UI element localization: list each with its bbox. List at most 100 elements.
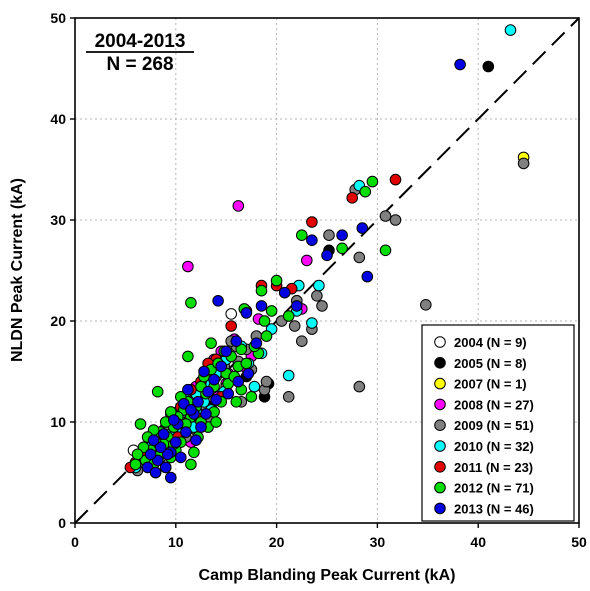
data-point xyxy=(149,466,162,479)
data-point xyxy=(202,385,214,398)
data-point xyxy=(205,337,217,350)
x-tick-label: 30 xyxy=(370,534,386,550)
data-point xyxy=(250,337,263,350)
legend: 2004 (N = 9) 2005 (N = 8) 2007 (N = 1) 2008… xyxy=(421,324,575,522)
data-point xyxy=(190,434,202,447)
data-point xyxy=(154,441,167,454)
data-point xyxy=(180,426,192,438)
legend-marker xyxy=(434,357,446,369)
data-point xyxy=(245,391,258,403)
legend-marker xyxy=(434,461,446,473)
data-point xyxy=(258,315,271,327)
data-point xyxy=(359,185,372,198)
annotation-period: 2004-2013 xyxy=(95,31,186,52)
legend-marker xyxy=(434,481,446,494)
legend-marker xyxy=(434,440,446,452)
data-point xyxy=(175,451,187,464)
y-tick-label: 30 xyxy=(50,212,66,228)
data-point xyxy=(260,375,273,388)
data-point xyxy=(321,249,333,262)
data-point xyxy=(248,380,261,393)
legend-label: 2007 (N = 1) xyxy=(454,377,527,392)
data-point xyxy=(420,299,432,311)
data-point xyxy=(306,234,318,246)
data-point xyxy=(147,434,160,447)
y-tick-label: 10 xyxy=(50,414,66,430)
legend-label: 2010 (N = 32) xyxy=(454,439,534,454)
legend-label: 2004 (N = 9) xyxy=(454,335,527,350)
data-point xyxy=(220,345,232,358)
data-point xyxy=(208,373,220,386)
data-point xyxy=(265,305,278,317)
x-axis-label: Camp Blanding Peak Current (kA) xyxy=(199,567,456,584)
data-point xyxy=(134,418,147,430)
data-point xyxy=(157,428,170,440)
data-point xyxy=(151,385,164,398)
data-point xyxy=(270,274,283,287)
data-point xyxy=(225,320,237,332)
data-point xyxy=(311,290,323,302)
legend-marker xyxy=(434,377,446,390)
plot-frame xyxy=(74,17,580,524)
data-point xyxy=(296,335,308,348)
data-point xyxy=(288,320,301,332)
y-tick-label: 40 xyxy=(50,111,66,127)
data-point xyxy=(170,436,182,449)
data-point xyxy=(185,297,197,309)
x-tick-label: 40 xyxy=(470,534,486,550)
data-point xyxy=(129,458,142,471)
annotation-count: N = 268 xyxy=(106,54,173,75)
x-tick-label: 50 xyxy=(571,534,587,550)
data-point xyxy=(260,330,273,342)
data-point xyxy=(306,317,318,329)
data-point xyxy=(210,416,222,428)
data-point xyxy=(255,300,268,312)
legend-marker xyxy=(434,502,446,515)
data-point xyxy=(240,357,253,370)
legend-label: 2013 (N = 46) xyxy=(454,501,534,516)
data-point xyxy=(454,58,466,71)
data-point xyxy=(161,448,174,461)
data-point xyxy=(225,308,237,320)
legend-label: 2009 (N = 51) xyxy=(454,418,534,433)
data-point xyxy=(291,300,303,312)
data-point xyxy=(356,222,369,234)
y-tick-label: 50 xyxy=(50,10,66,26)
legend-label: 2008 (N = 27) xyxy=(454,397,534,412)
data-point xyxy=(192,396,204,408)
data-point xyxy=(230,335,243,348)
data-point xyxy=(296,229,308,241)
data-point xyxy=(168,414,180,426)
data-point xyxy=(182,383,194,396)
data-point xyxy=(346,192,359,204)
data-point xyxy=(240,307,253,319)
data-point xyxy=(195,421,207,433)
data-point xyxy=(182,260,194,273)
legend-marker xyxy=(434,419,446,432)
data-point xyxy=(379,244,392,257)
annotation: 2004-2013 N = 268 xyxy=(86,31,194,75)
y-axis-label: NLDN Peak Current (kA) xyxy=(9,178,26,362)
data-point xyxy=(306,216,318,228)
data-point xyxy=(242,367,255,380)
data-point xyxy=(336,242,348,255)
data-point xyxy=(389,214,402,226)
data-point xyxy=(159,461,172,474)
data-point xyxy=(301,254,313,267)
legend-marker xyxy=(434,336,446,348)
data-point xyxy=(215,360,227,373)
data-point xyxy=(313,279,325,292)
legend-marker xyxy=(434,398,446,411)
data-point xyxy=(185,458,197,471)
data-point xyxy=(361,270,374,283)
data-point xyxy=(144,448,157,461)
data-point xyxy=(282,391,295,403)
data-point xyxy=(232,375,245,388)
data-point xyxy=(389,173,402,186)
data-point xyxy=(379,210,392,222)
data-points xyxy=(124,24,530,484)
data-point xyxy=(200,408,212,420)
legend-label: 2005 (N = 8) xyxy=(454,356,527,371)
data-point xyxy=(210,394,222,406)
